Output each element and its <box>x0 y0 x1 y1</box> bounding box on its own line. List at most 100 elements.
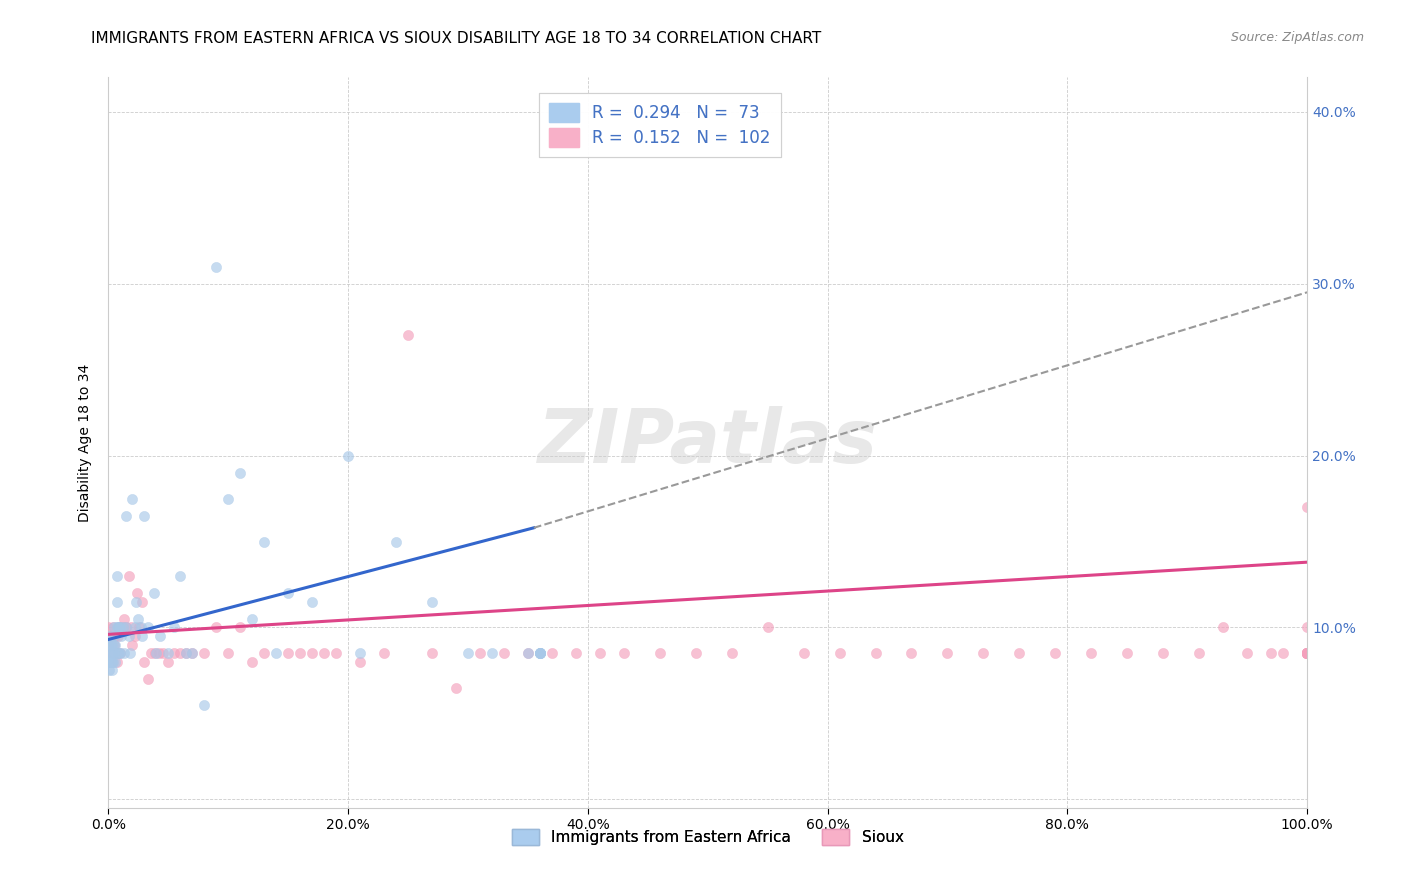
Point <box>349 655 371 669</box>
Point <box>136 620 159 634</box>
Point <box>685 646 707 660</box>
Point <box>193 698 215 712</box>
Point <box>107 646 129 660</box>
Point <box>240 655 263 669</box>
Point <box>100 655 122 669</box>
Point <box>229 620 252 634</box>
Point <box>1296 646 1319 660</box>
Point <box>396 328 419 343</box>
Point <box>121 638 143 652</box>
Point <box>240 612 263 626</box>
Point <box>565 646 588 660</box>
Point <box>1296 646 1319 660</box>
Point <box>205 620 228 634</box>
Point <box>325 646 347 660</box>
Point <box>104 638 127 652</box>
Point <box>101 620 124 634</box>
Point <box>110 629 132 643</box>
Point <box>124 629 146 643</box>
Point <box>110 646 132 660</box>
Point <box>111 620 134 634</box>
Point <box>152 646 174 660</box>
Point <box>540 646 562 660</box>
Point <box>1296 646 1319 660</box>
Point <box>420 595 443 609</box>
Point <box>98 646 121 660</box>
Point <box>169 569 191 583</box>
Point <box>1296 646 1319 660</box>
Point <box>516 646 538 660</box>
Point <box>1116 646 1139 660</box>
Point <box>444 681 467 695</box>
Point <box>115 620 138 634</box>
Point <box>103 638 125 652</box>
Point <box>142 586 165 600</box>
Point <box>1296 620 1319 634</box>
Point <box>141 646 163 660</box>
Point <box>110 646 132 660</box>
Point <box>229 466 252 480</box>
Point <box>103 638 125 652</box>
Point <box>101 646 124 660</box>
Point <box>105 569 128 583</box>
Point <box>1296 646 1319 660</box>
Text: ZIPatlas: ZIPatlas <box>537 406 877 479</box>
Point <box>111 620 134 634</box>
Point <box>1296 646 1319 660</box>
Point <box>288 646 311 660</box>
Point <box>127 612 149 626</box>
Point <box>1212 620 1234 634</box>
Point <box>589 646 612 660</box>
Point <box>1296 646 1319 660</box>
Point <box>110 620 132 634</box>
Point <box>301 595 323 609</box>
Point <box>900 646 922 660</box>
Point <box>205 260 228 274</box>
Point <box>97 638 120 652</box>
Point <box>100 629 122 643</box>
Point <box>98 629 121 643</box>
Point <box>104 629 127 643</box>
Text: IMMIGRANTS FROM EASTERN AFRICA VS SIOUX DISABILITY AGE 18 TO 34 CORRELATION CHAR: IMMIGRANTS FROM EASTERN AFRICA VS SIOUX … <box>91 31 821 46</box>
Y-axis label: Disability Age 18 to 34: Disability Age 18 to 34 <box>79 364 93 522</box>
Point <box>1296 646 1319 660</box>
Point <box>118 646 141 660</box>
Text: Source: ZipAtlas.com: Source: ZipAtlas.com <box>1230 31 1364 45</box>
Legend: Immigrants from Eastern Africa, Sioux: Immigrants from Eastern Africa, Sioux <box>506 822 910 852</box>
Point <box>163 646 186 660</box>
Point <box>1296 646 1319 660</box>
Point <box>163 620 186 634</box>
Point <box>104 655 127 669</box>
Point <box>1296 646 1319 660</box>
Point <box>1296 646 1319 660</box>
Point <box>112 646 135 660</box>
Point <box>97 655 120 669</box>
Point <box>145 646 167 660</box>
Point <box>100 646 122 660</box>
Point <box>720 646 742 660</box>
Point <box>1045 646 1067 660</box>
Point <box>349 646 371 660</box>
Point <box>107 629 129 643</box>
Point <box>131 629 153 643</box>
Point <box>420 646 443 660</box>
Point <box>1296 646 1319 660</box>
Point <box>103 620 125 634</box>
Point <box>121 491 143 506</box>
Point <box>1296 646 1319 660</box>
Point <box>125 595 148 609</box>
Point <box>117 569 139 583</box>
Point <box>217 491 239 506</box>
Point <box>101 664 124 678</box>
Point <box>108 620 131 634</box>
Point <box>828 646 851 660</box>
Point <box>337 449 360 463</box>
Point <box>105 595 128 609</box>
Point <box>217 646 239 660</box>
Point <box>181 646 204 660</box>
Point <box>120 620 142 634</box>
Point <box>1272 646 1295 660</box>
Point <box>972 646 994 660</box>
Point <box>174 646 197 660</box>
Point <box>301 646 323 660</box>
